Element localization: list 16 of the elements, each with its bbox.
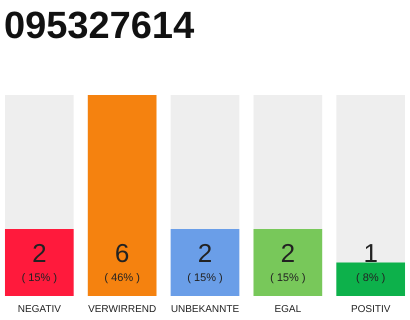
annotation: ( 15% ) bbox=[187, 272, 223, 284]
annotation: ( 46% ) bbox=[104, 272, 140, 284]
x-tick-label: VERWIRREND bbox=[88, 304, 156, 315]
chart-title: 095327614 bbox=[4, 5, 194, 47]
data-label: 2 bbox=[32, 238, 47, 268]
x-tick-label: EGAL bbox=[274, 304, 302, 315]
x-tick-label: UNBEKANNTE bbox=[170, 304, 240, 315]
data-label: 2 bbox=[198, 238, 212, 268]
annotation: ( 8% ) bbox=[356, 272, 386, 284]
annotation: ( 15% ) bbox=[22, 272, 58, 284]
data-label: 1 bbox=[363, 238, 378, 268]
x-tick-label: NEGATIV bbox=[18, 304, 62, 315]
data-label: 2 bbox=[280, 238, 296, 268]
x-tick-label: POSITIV bbox=[350, 304, 391, 315]
data-label: 6 bbox=[114, 238, 130, 268]
annotation: ( 15% ) bbox=[270, 272, 306, 284]
